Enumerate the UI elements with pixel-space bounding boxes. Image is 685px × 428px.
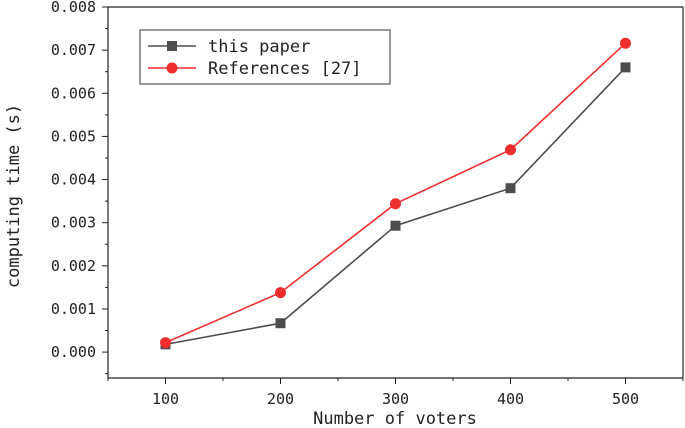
x-tick-label: 400 <box>497 390 524 408</box>
legend-label-this-paper: this paper <box>208 37 310 57</box>
series-line-references <box>165 42 627 344</box>
series <box>160 37 631 350</box>
y-tick-label: 0.006 <box>51 84 96 102</box>
y-tick-label: 0.003 <box>51 214 96 232</box>
legend: this paper References [27] <box>139 29 391 85</box>
data-point-references <box>275 287 286 299</box>
data-point-this-paper <box>620 62 631 73</box>
data-point-this-paper <box>390 220 401 231</box>
y-axis-title: computing time (s) <box>4 104 24 288</box>
legend-marker-references <box>166 62 178 74</box>
axes <box>107 6 684 379</box>
data-point-references <box>160 337 171 349</box>
data-point-this-paper <box>275 318 286 329</box>
data-point-references <box>505 144 516 156</box>
y-tick-label: 0.008 <box>51 0 96 16</box>
x-tick-label: 300 <box>382 390 409 408</box>
y-tick-label: 0.005 <box>51 127 96 145</box>
data-point-references <box>620 37 631 49</box>
legend-marker-this-paper <box>167 41 177 51</box>
x-tick-label: 100 <box>152 390 179 408</box>
y-tick-label: 0.004 <box>51 171 96 189</box>
y-tick-label: 0.001 <box>51 300 96 318</box>
x-axis-title: Number of voters <box>313 409 477 428</box>
data-point-references <box>390 198 401 210</box>
y-tick-label: 0.007 <box>51 41 96 59</box>
x-tick-label: 200 <box>267 390 294 408</box>
ticks: 0.000 0.001 0.002 0.003 0.004 0.005 0.006 0.007… <box>51 0 684 408</box>
x-tick-label: 500 <box>612 390 639 408</box>
legend-label-references: References [27] <box>208 59 362 79</box>
data-point-this-paper <box>505 183 516 194</box>
legend-box <box>139 29 391 85</box>
y-tick-label: 0.000 <box>51 343 96 361</box>
y-tick-label: 0.002 <box>51 257 96 275</box>
